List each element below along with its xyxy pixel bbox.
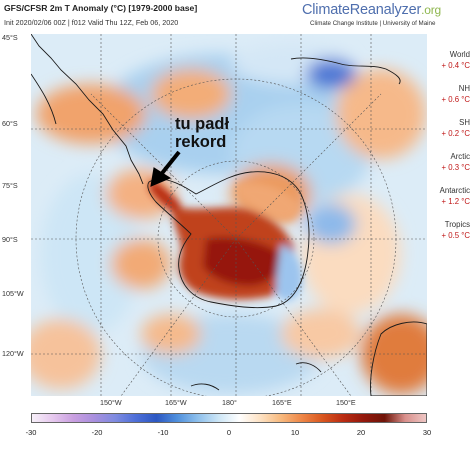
stat-label: Tropics	[444, 220, 470, 229]
lon-label: 150°W	[100, 398, 122, 407]
new-zealand-coastline	[190, 383, 220, 391]
australia-coastline	[370, 321, 427, 396]
stat-label: Antarctic	[439, 186, 470, 195]
stat-world: World + 0.4 °C	[432, 50, 470, 84]
colorbar	[31, 413, 427, 423]
stat-value: + 0.5 °C	[441, 231, 470, 240]
colorbar-tick-label: 0	[226, 428, 232, 437]
stat-value: + 0.6 °C	[441, 95, 470, 104]
brand-suffix: .org	[421, 3, 441, 17]
lat-label: 60°S	[2, 119, 18, 128]
lat-label: 90°S	[2, 235, 18, 244]
colorbar-tick-label: -10	[157, 428, 169, 437]
stat-value: + 0.3 °C	[441, 163, 470, 172]
stat-value: + 1.2 °C	[441, 197, 470, 206]
colorbar-tick-label: 10	[290, 428, 300, 437]
record-arrow	[150, 150, 181, 187]
stat-value: + 0.2 °C	[441, 129, 470, 138]
lat-label: 120°W	[2, 349, 24, 358]
lon-label: 180°	[222, 398, 237, 407]
stat-label: SH	[459, 118, 470, 127]
stat-arctic: Arctic + 0.3 °C	[432, 152, 470, 186]
lat-label: 45°S	[2, 33, 18, 42]
anomaly-stats-panel: World + 0.4 °C NH + 0.6 °C SH + 0.2 °C Arct…	[432, 50, 470, 254]
stat-tropics: Tropics + 0.5 °C	[432, 220, 470, 254]
tasmania-coastline	[295, 362, 322, 373]
institute-credit: Climate Change Institute | University of…	[310, 20, 436, 27]
coastlines	[31, 34, 427, 396]
anomaly-map-svg	[31, 34, 427, 396]
map-title: GFS/CFSR 2m T Anomaly (°C) [1979-2000 ba…	[4, 3, 198, 13]
lon-label: 165°W	[165, 398, 187, 407]
south-america-inland-coast	[31, 73, 57, 125]
brand-name: ClimateReanalyzer	[302, 2, 422, 18]
stat-value: + 0.4 °C	[441, 61, 470, 70]
annotation-line: rekord	[175, 133, 227, 151]
stat-label: Arctic	[450, 152, 471, 161]
annotation-line: tu padł	[175, 115, 230, 133]
colorbar-tick-label: -20	[91, 428, 103, 437]
map-subtitle: Init 2020/02/06 00Z | f012 Valid Thu 12Z…	[4, 18, 179, 27]
africa-tip-coastline	[290, 57, 401, 85]
antarctic-anomaly	[149, 179, 303, 301]
lat-label: 75°S	[2, 181, 18, 190]
graticule	[31, 34, 427, 396]
colorbar-tick-label: -30	[25, 428, 37, 437]
antarctica-coastline	[147, 171, 310, 309]
stat-label: NH	[458, 84, 470, 93]
stat-sh: SH + 0.2 °C	[432, 118, 470, 152]
record-annotation: tu padł rekord	[175, 115, 229, 151]
colorbar-tick-label: 30	[422, 428, 432, 437]
stat-antarctic: Antarctic + 1.2 °C	[432, 186, 470, 220]
anomaly-map[interactable]	[31, 34, 427, 396]
stat-nh: NH + 0.6 °C	[432, 84, 470, 118]
lat-label: 105°W	[2, 289, 24, 298]
colorbar-ticks: -30 -20 -10 0 10 20 30	[0, 428, 474, 442]
brand-logo[interactable]: ClimateReanalyzer.org	[302, 2, 441, 18]
south-america-coastline	[31, 34, 144, 185]
lon-label: 150°E	[336, 398, 356, 407]
stat-label: World	[449, 50, 470, 59]
colorbar-tick-label: 20	[356, 428, 366, 437]
lon-label: 165°E	[272, 398, 292, 407]
